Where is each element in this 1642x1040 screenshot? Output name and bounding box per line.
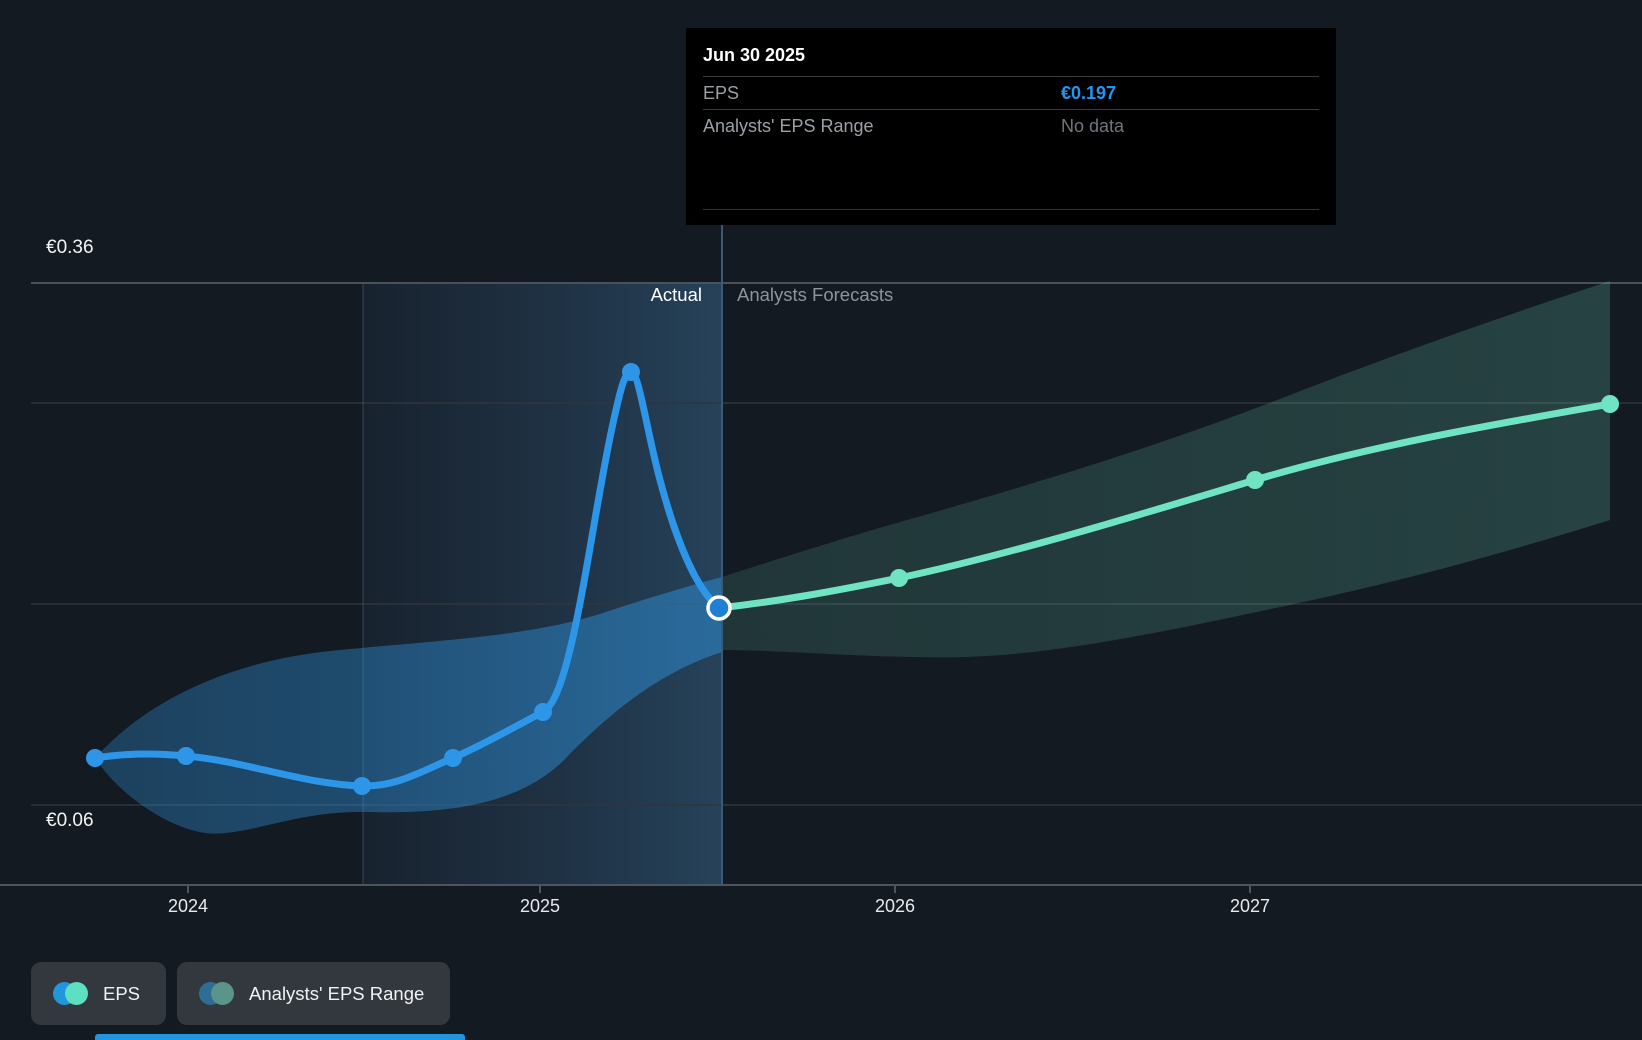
x-tick-2026: 2026 bbox=[874, 896, 916, 916]
tooltip-date: Jun 30 2025 bbox=[703, 45, 806, 65]
legend-item-eps[interactable]: EPS bbox=[31, 962, 167, 1025]
y-axis-max-label: €0.36 bbox=[46, 237, 94, 258]
eps-forecast-dot-icon bbox=[65, 982, 88, 1005]
x-tick-2027: 2027 bbox=[1229, 896, 1271, 916]
selected-data-point[interactable] bbox=[706, 595, 732, 621]
tooltip: Jun 30 2025 EPS €0.197 Analysts' EPS Ran… bbox=[686, 28, 1336, 225]
forecast-eps-line bbox=[715, 400, 1614, 612]
legend: EPS Analysts' EPS Range bbox=[31, 962, 451, 1025]
forecast-data-points[interactable] bbox=[890, 395, 1619, 587]
x-tick-2025: 2025 bbox=[519, 896, 561, 916]
legend-item-analysts-eps-range[interactable]: Analysts' EPS Range bbox=[177, 962, 451, 1025]
forecast-label: Analysts Forecasts bbox=[737, 284, 894, 305]
tooltip-eps-label: EPS bbox=[703, 82, 740, 103]
tooltip-eps-value: €0.197 bbox=[1061, 82, 1117, 103]
tooltip-bottom-divider bbox=[703, 209, 1319, 210]
forecast-eps-band bbox=[722, 281, 1610, 658]
tooltip-row-range: Analysts' EPS Range No data bbox=[703, 109, 1319, 142]
y-axis-min-label: €0.06 bbox=[46, 810, 94, 831]
range-forecast-dot-icon bbox=[211, 982, 235, 1005]
tooltip-range-label: Analysts' EPS Range bbox=[703, 115, 874, 136]
actual-label: Actual bbox=[650, 284, 702, 305]
legend-range-label: Analysts' EPS Range bbox=[249, 982, 425, 1004]
x-tick-2024: 2024 bbox=[167, 896, 209, 916]
x-axis bbox=[0, 884, 1642, 893]
tooltip-row-eps: EPS €0.197 bbox=[703, 76, 1319, 109]
actual-eps-line bbox=[91, 368, 723, 790]
actual-data-points[interactable] bbox=[86, 363, 640, 795]
tooltip-range-value: No data bbox=[1061, 115, 1125, 136]
bottom-cropped-element[interactable] bbox=[95, 1034, 465, 1040]
legend-eps-label: EPS bbox=[103, 982, 141, 1004]
